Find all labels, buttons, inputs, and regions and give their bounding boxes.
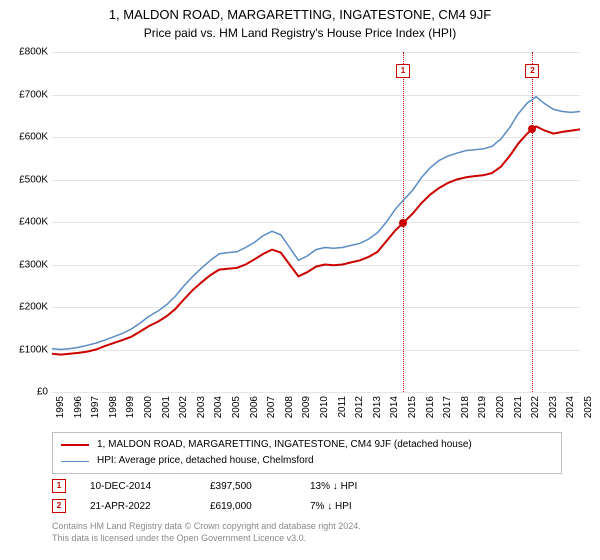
x-tick-label: 2007 [266, 396, 277, 418]
legend-swatch-hpi [61, 461, 89, 462]
sales-table: 1 10-DEC-2014 £397,500 13% ↓ HPI 2 21-AP… [52, 476, 430, 516]
y-tick-label: £300K [19, 259, 48, 270]
x-tick-label: 2008 [284, 396, 295, 418]
x-tick-label: 1999 [125, 396, 136, 418]
x-tick-label: 2011 [337, 396, 348, 418]
x-tick-label: 2014 [389, 396, 400, 418]
x-tick-label: 1995 [55, 396, 66, 418]
chart-title: 1, MALDON ROAD, MARGARETTING, INGATESTON… [0, 0, 600, 24]
y-tick-label: £800K [19, 47, 48, 58]
x-tick-label: 1997 [90, 396, 101, 418]
chart-area: £0£100K£200K£300K£400K£500K£600K£700K£80… [52, 52, 580, 392]
x-tick-label: 2020 [495, 396, 506, 418]
y-tick-label: £100K [19, 344, 48, 355]
x-tick-label: 2022 [530, 396, 541, 418]
y-tick-label: £500K [19, 174, 48, 185]
legend-swatch-subject [61, 444, 89, 446]
sale-date: 21-APR-2022 [90, 501, 210, 512]
x-tick-label: 2003 [196, 396, 207, 418]
gridline [52, 392, 580, 393]
series-line-subject [52, 126, 580, 354]
x-tick-label: 2019 [477, 396, 488, 418]
legend-row-subject: 1, MALDON ROAD, MARGARETTING, INGATESTON… [61, 437, 553, 453]
x-tick-label: 1998 [108, 396, 119, 418]
series-line-hpi [52, 97, 580, 350]
x-tick-label: 2012 [354, 396, 365, 418]
y-tick-label: £200K [19, 302, 48, 313]
x-tick-label: 1996 [73, 396, 84, 418]
footnote-line: Contains HM Land Registry data © Crown c… [52, 520, 361, 532]
x-tick-label: 2001 [161, 396, 172, 418]
footnote: Contains HM Land Registry data © Crown c… [52, 520, 361, 544]
x-tick-label: 2010 [319, 396, 330, 418]
x-tick-label: 2009 [301, 396, 312, 418]
legend-label-subject: 1, MALDON ROAD, MARGARETTING, INGATESTON… [97, 437, 472, 453]
sale-price: £619,000 [210, 501, 310, 512]
chart-subtitle: Price paid vs. HM Land Registry's House … [0, 24, 600, 40]
x-tick-label: 2025 [583, 396, 594, 418]
x-tick-label: 2024 [565, 396, 576, 418]
y-tick-label: £700K [19, 89, 48, 100]
x-tick-label: 2005 [231, 396, 242, 418]
legend-row-hpi: HPI: Average price, detached house, Chel… [61, 453, 553, 469]
x-tick-label: 2021 [513, 396, 524, 418]
legend: 1, MALDON ROAD, MARGARETTING, INGATESTON… [52, 432, 562, 474]
x-tick-label: 2018 [460, 396, 471, 418]
y-tick-label: £0 [37, 387, 48, 398]
x-tick-label: 2006 [249, 396, 260, 418]
sale-marker-icon: 1 [52, 479, 66, 493]
legend-label-hpi: HPI: Average price, detached house, Chel… [97, 453, 314, 469]
x-tick-label: 2013 [372, 396, 383, 418]
x-tick-label: 2023 [548, 396, 559, 418]
sales-row: 1 10-DEC-2014 £397,500 13% ↓ HPI [52, 476, 430, 496]
footnote-line: This data is licensed under the Open Gov… [52, 532, 361, 544]
sale-price: £397,500 [210, 481, 310, 492]
sale-marker-icon: 2 [52, 499, 66, 513]
x-tick-label: 2017 [442, 396, 453, 418]
x-tick-label: 2015 [407, 396, 418, 418]
x-tick-label: 2002 [178, 396, 189, 418]
x-tick-label: 2000 [143, 396, 154, 418]
sale-diff: 7% ↓ HPI [310, 501, 430, 512]
x-tick-label: 2004 [213, 396, 224, 418]
x-tick-label: 2016 [425, 396, 436, 418]
sales-row: 2 21-APR-2022 £619,000 7% ↓ HPI [52, 496, 430, 516]
sale-diff: 13% ↓ HPI [310, 481, 430, 492]
sale-date: 10-DEC-2014 [90, 481, 210, 492]
y-tick-label: £600K [19, 132, 48, 143]
y-tick-label: £400K [19, 217, 48, 228]
